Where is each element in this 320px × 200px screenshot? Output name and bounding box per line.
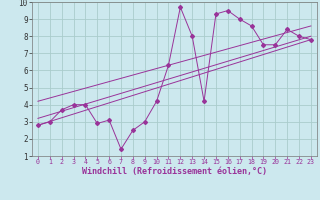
X-axis label: Windchill (Refroidissement éolien,°C): Windchill (Refroidissement éolien,°C) bbox=[82, 167, 267, 176]
